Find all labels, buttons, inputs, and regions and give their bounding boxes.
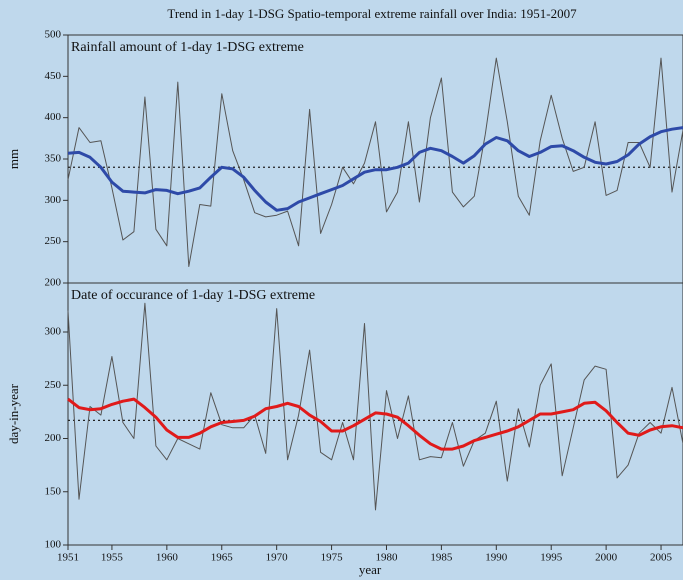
x-axis-label: year xyxy=(359,562,382,577)
y-axis-label: mm xyxy=(6,149,21,169)
x-tick-label: 1965 xyxy=(211,552,234,564)
y-tick-label: 250 xyxy=(45,235,62,247)
y-tick-label: 500 xyxy=(45,29,62,41)
series-line xyxy=(67,126,683,212)
plot-frame xyxy=(67,282,683,546)
x-tick-label: 1975 xyxy=(321,552,344,564)
chart-title: Trend in 1-day 1-DSG Spatio-temporal ext… xyxy=(167,6,577,21)
y-tick-label: 300 xyxy=(45,194,62,206)
y-tick-label: 300 xyxy=(45,326,62,338)
y-tick-label: 450 xyxy=(45,70,62,82)
series-line xyxy=(67,57,683,267)
panel-title: Rainfall amount of 1-day 1-DSG extreme xyxy=(71,40,304,55)
y-tick-label: 200 xyxy=(45,277,62,289)
x-tick-label: 1960 xyxy=(156,552,179,564)
x-tick-label: 1990 xyxy=(485,552,508,564)
y-tick-label: 150 xyxy=(45,485,62,497)
x-tick-label: 1985 xyxy=(430,552,453,564)
x-tick-label: 2005 xyxy=(650,552,673,564)
x-tick-label: 1980 xyxy=(375,552,398,564)
y-tick-label: 100 xyxy=(45,539,62,551)
x-tick-label: 1951 xyxy=(57,552,79,564)
series-line xyxy=(67,397,683,451)
panel-title: Date of occurance of 1-day 1-DSG extreme xyxy=(71,288,315,303)
x-tick-label: 1970 xyxy=(266,552,289,564)
y-tick-label: 350 xyxy=(45,153,62,165)
y-tick-label: 400 xyxy=(45,111,62,123)
series-line xyxy=(67,302,683,511)
x-tick-label: 1995 xyxy=(540,552,563,564)
x-tick-label: 1955 xyxy=(101,552,124,564)
y-tick-label: 250 xyxy=(45,379,62,391)
x-tick-label: 2000 xyxy=(595,552,618,564)
y-tick-label: 200 xyxy=(45,432,62,444)
y-axis-label: day-in-year xyxy=(6,383,21,444)
